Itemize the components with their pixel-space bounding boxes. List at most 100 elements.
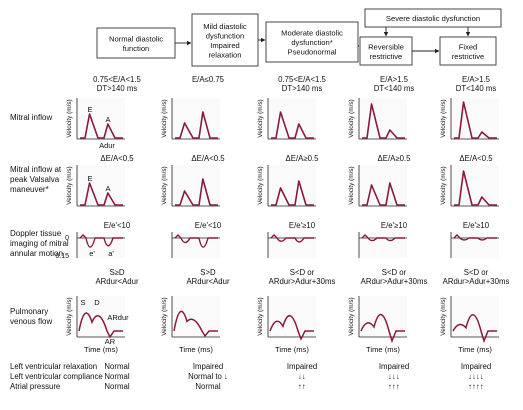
pulmonary-waveform: [360, 313, 405, 344]
stage-label-reversible: restrictive: [370, 52, 403, 61]
stage-label-reversible: Reversible: [368, 42, 404, 51]
label-e-prime: e': [89, 249, 95, 258]
pulmonary-criteria: S<D or: [464, 268, 489, 277]
tissue-waveform: [270, 234, 314, 243]
label-A: A: [105, 184, 110, 193]
tissue-waveform: [174, 234, 218, 248]
pulmonary-panel: [172, 296, 220, 337]
time-axis-label: Time (ms): [366, 345, 400, 354]
mitral-waveform: [454, 101, 497, 139]
table-cell: Impaired: [461, 362, 491, 371]
pulmonary-velocity-label: Velocity (m/s): [257, 297, 264, 335]
mitral-criteria: DT>140 ms: [282, 84, 323, 93]
pulmonary-criteria: S<D or: [290, 268, 315, 277]
stage-label-severe: Severe diastolic dysfunction: [386, 14, 480, 23]
table-cell: Normal: [104, 362, 129, 371]
stage-label-mild: Mild diastolic: [203, 22, 247, 31]
label-a-prime: a': [108, 249, 114, 258]
label-E: E: [87, 174, 92, 183]
pulmonary-criteria: ARdur<Adur: [186, 277, 230, 286]
row-label-tissue: imaging of mitral: [10, 239, 69, 248]
stage-label-mild: relaxation: [209, 50, 242, 59]
table-cell: ↑↑↑: [388, 382, 400, 391]
mitral-waveform: [80, 113, 123, 139]
pulmonary-velocity-label: Velocity (m/s): [66, 297, 73, 335]
pulmonary-criteria: ARdur>Adur+30ms: [269, 277, 336, 286]
mitral-velocity-label: Velocity (m/s): [161, 99, 168, 137]
pulmonary-waveform: [173, 310, 218, 338]
valsalva-panel: [172, 165, 220, 206]
valsalva-criteria: ΔE/A<0.5: [100, 154, 134, 163]
mitral-criteria: E/A≤0.75: [192, 75, 225, 84]
pulmonary-panel: [77, 296, 125, 337]
valsalva-criteria: ΔE/A<0.5: [459, 154, 493, 163]
valsalva-panel: [77, 165, 125, 206]
mitral-criteria: 0.75<E/A<1.5: [93, 75, 141, 84]
time-axis-label: Time (ms): [275, 345, 309, 354]
label-A: A: [105, 115, 110, 124]
row-label-pulmonary: Pulmonary: [10, 307, 48, 316]
pulmonary-criteria: S≥D: [109, 268, 124, 277]
mitral-velocity-label: Velocity (m/s): [348, 99, 355, 137]
stage-box-reversible: [359, 36, 413, 66]
table-cell: ↑↑↑↑: [468, 382, 484, 391]
stage-label-moderate: dysfunction*: [291, 38, 332, 47]
stage-label-normal: function: [123, 44, 150, 53]
row-label-pulmonary: venous flow: [10, 317, 52, 326]
table-cell: Normal: [104, 382, 129, 391]
time-axis-label: Time (ms): [84, 345, 118, 354]
time-axis-label: Time (ms): [179, 345, 213, 354]
mitral-waveform: [362, 103, 405, 139]
row-label-mitral: Mitral inflow: [10, 113, 52, 122]
valsalva-criteria: ΔE/A<0.5: [191, 154, 225, 163]
valsalva-velocity-label: Velocity (m/s): [257, 166, 264, 204]
label-Adur: Adur: [99, 141, 115, 150]
stage-box-severe: [364, 8, 502, 28]
table-cell: Normal to ↓: [188, 372, 228, 381]
label-AR: AR: [105, 337, 116, 346]
stage-label-mild: dysfunction: [206, 31, 244, 40]
table-cell: Normal: [104, 372, 129, 381]
row-label-valsalva: Mitral inflow at: [10, 165, 62, 174]
table-cell: Impaired: [193, 362, 223, 371]
label-E: E: [87, 105, 92, 114]
valsalva-panel: [268, 165, 316, 206]
table-cell: Impaired: [379, 362, 409, 371]
valsalva-velocity-label: Velocity (m/s): [440, 166, 447, 204]
stage-label-mild: Impaired: [210, 41, 240, 50]
valsalva-waveform: [362, 182, 405, 206]
table-row-label: Left ventricular compliance: [10, 372, 103, 381]
valsalva-criteria: ΔE/A≥0.5: [286, 154, 320, 163]
mitral-panel: [359, 98, 407, 139]
valsalva-waveform: [80, 182, 123, 206]
pulmonary-waveform: [78, 312, 123, 339]
mitral-criteria: DT>140 ms: [97, 84, 138, 93]
tissue-waveform: [79, 234, 123, 248]
table-cell: Normal: [195, 382, 220, 391]
stage-label-normal: Normal diastolic: [109, 34, 163, 43]
valsalva-waveform: [454, 170, 497, 206]
valsalva-waveform: [271, 180, 314, 206]
label-S: S: [80, 298, 85, 307]
tissue-waveform: [361, 234, 405, 242]
mitral-criteria: E/A>1.5: [380, 75, 409, 84]
table-row-label: Left ventricular relaxation: [10, 362, 97, 371]
row-label-valsalva: peak Valsalva: [10, 175, 60, 184]
label-ARdur: ARdur: [107, 313, 129, 322]
mitral-waveform: [175, 111, 218, 139]
mitral-velocity-label: Velocity (m/s): [66, 99, 73, 137]
pulmonary-criteria: ARdur<Adur: [95, 277, 139, 286]
table-cell: ↓↓↓: [388, 372, 400, 381]
tissue-criteria: E/e'<10: [195, 221, 222, 230]
table-cell: ↓↓↓↓: [468, 372, 484, 381]
valsalva-panel: [451, 165, 499, 206]
stage-label-moderate: Moderate diastolic: [281, 29, 343, 38]
row-label-valsalva: maneuver*: [10, 185, 49, 194]
tissue-criteria: E/e'<10: [104, 221, 131, 230]
row-label-tissue: annular motion: [10, 249, 63, 258]
pulmonary-criteria: S<D or: [382, 268, 407, 277]
mitral-velocity-label: Velocity (m/s): [440, 99, 447, 137]
valsalva-velocity-label: Velocity (m/s): [161, 166, 168, 204]
mitral-criteria: DT<140 ms: [374, 84, 415, 93]
